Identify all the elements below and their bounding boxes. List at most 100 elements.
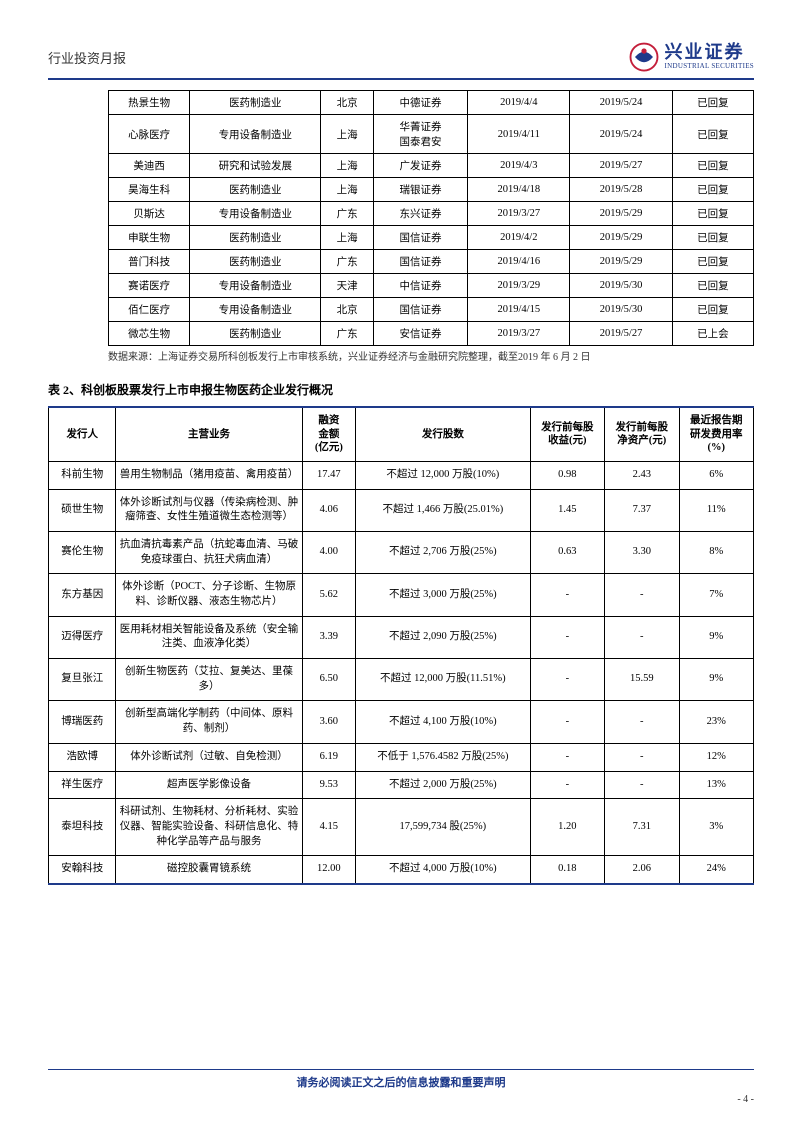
table-cell: 上海 [321, 154, 373, 178]
table-cell: 专用设备制造业 [190, 298, 321, 322]
table-header-cell: 发行人 [49, 407, 116, 461]
table-cell: 0.18 [530, 856, 604, 884]
table-cell: 5.62 [302, 574, 356, 616]
header-title: 行业投资月报 [48, 48, 126, 67]
table-cell: 广东 [321, 322, 373, 346]
table-cell: 已回复 [672, 274, 753, 298]
table-cell: 不超过 12,000 万股(11.51%) [356, 659, 531, 701]
table-cell: 2019/4/11 [468, 115, 570, 154]
table-cell: 博瑞医药 [49, 701, 116, 743]
table-cell: 佰仁医疗 [109, 298, 190, 322]
table-cell: 0.98 [530, 461, 604, 489]
table-cell: 体外诊断试剂与仪器（传染病检测、肿瘤筛查、女性生殖道微生态检测等） [116, 489, 302, 531]
page-footer: 请务必阅读正文之后的信息披露和重要声明 - 4 - [48, 1069, 754, 1105]
table-header-cell: 发行前每股净资产(元) [605, 407, 679, 461]
table-cell: 2019/5/27 [570, 322, 672, 346]
table-cell: 科前生物 [49, 461, 116, 489]
table-cell: 已回复 [672, 226, 753, 250]
table-cell: 心脉医疗 [109, 115, 190, 154]
table-cell: 已回复 [672, 298, 753, 322]
table-cell: 2019/4/4 [468, 91, 570, 115]
table-cell: 2019/5/29 [570, 226, 672, 250]
table-cell: 东方基因 [49, 574, 116, 616]
table-cell: 普门科技 [109, 250, 190, 274]
table-cell: - [530, 659, 604, 701]
table-cell: 2019/4/3 [468, 154, 570, 178]
table-cell: 2019/5/29 [570, 202, 672, 226]
table-1: 热景生物医药制造业北京中德证券2019/4/42019/5/24已回复心脉医疗专… [108, 90, 754, 346]
table-cell: 2019/5/30 [570, 274, 672, 298]
table-cell: 已回复 [672, 178, 753, 202]
table-cell: 北京 [321, 91, 373, 115]
table-cell: 不超过 4,100 万股(10%) [356, 701, 531, 743]
table-cell: 医药制造业 [190, 250, 321, 274]
table-cell: 微芯生物 [109, 322, 190, 346]
company-logo: 兴业证券 INDUSTRIAL SECURITIES [629, 42, 754, 72]
table-cell: 7% [679, 574, 754, 616]
table-cell: 2019/3/27 [468, 202, 570, 226]
table-cell: 3.39 [302, 616, 356, 658]
table-row: 热景生物医药制造业北京中德证券2019/4/42019/5/24已回复 [109, 91, 754, 115]
table-cell: - [605, 616, 679, 658]
table-cell: 4.06 [302, 489, 356, 531]
table-cell: 2019/5/29 [570, 250, 672, 274]
table-row: 赛诺医疗专用设备制造业天津中信证券2019/3/292019/5/30已回复 [109, 274, 754, 298]
table-row: 普门科技医药制造业广东国信证券2019/4/162019/5/29已回复 [109, 250, 754, 274]
table-cell: 泰坦科技 [49, 799, 116, 856]
table-cell: - [530, 616, 604, 658]
source-note: 数据来源：上海证券交易所科创板发行上市审核系统，兴业证券经济与金融研究院整理，截… [108, 350, 754, 365]
table-header-cell: 融资金额(亿元) [302, 407, 356, 461]
table-row: 科前生物兽用生物制品（猪用疫苗、禽用疫苗）17.47不超过 12,000 万股(… [49, 461, 754, 489]
table-cell: 广东 [321, 202, 373, 226]
table-cell: 上海 [321, 178, 373, 202]
table-cell: 3% [679, 799, 754, 856]
table-cell: 不超过 2,706 万股(25%) [356, 531, 531, 573]
table-cell: 不超过 2,090 万股(25%) [356, 616, 531, 658]
table-cell: 6.50 [302, 659, 356, 701]
table-header-cell: 发行股数 [356, 407, 531, 461]
table-cell: 9% [679, 659, 754, 701]
table-row: 祥生医疗超声医学影像设备9.53不超过 2,000 万股(25%)--13% [49, 771, 754, 799]
table-cell: 迈得医疗 [49, 616, 116, 658]
table-row: 硕世生物体外诊断试剂与仪器（传染病检测、肿瘤筛查、女性生殖道微生态检测等）4.0… [49, 489, 754, 531]
table-cell: 不超过 1,466 万股(25.01%) [356, 489, 531, 531]
table-cell: 6.19 [302, 743, 356, 771]
table-cell: 2.43 [605, 461, 679, 489]
table-cell: 东兴证券 [373, 202, 467, 226]
table-cell: - [530, 701, 604, 743]
table-cell: 昊海生科 [109, 178, 190, 202]
table-cell: 安信证券 [373, 322, 467, 346]
table-cell: 已回复 [672, 91, 753, 115]
table-cell: 中德证券 [373, 91, 467, 115]
table-header-cell: 主营业务 [116, 407, 302, 461]
table-cell: - [530, 743, 604, 771]
table-cell: 9.53 [302, 771, 356, 799]
table-row: 心脉医疗专用设备制造业上海华菁证券国泰君安2019/4/112019/5/24已… [109, 115, 754, 154]
page-number: - 4 - [48, 1094, 754, 1105]
table-2: 发行人主营业务融资金额(亿元)发行股数发行前每股收益(元)发行前每股净资产(元)… [48, 406, 754, 885]
table-cell: 已回复 [672, 250, 753, 274]
logo-icon [629, 42, 659, 72]
table-cell: 23% [679, 701, 754, 743]
table-cell: 医药制造业 [190, 91, 321, 115]
table-cell: 不低于 1,576.4582 万股(25%) [356, 743, 531, 771]
table-cell: 7.31 [605, 799, 679, 856]
table-cell: 17.47 [302, 461, 356, 489]
footer-text: 请务必阅读正文之后的信息披露和重要声明 [297, 1077, 506, 1089]
table-cell: 贝斯达 [109, 202, 190, 226]
table-cell: 24% [679, 856, 754, 884]
table-cell: 3.30 [605, 531, 679, 573]
table-cell: 华菁证券国泰君安 [373, 115, 467, 154]
logo-en: INDUSTRIAL SECURITIES [665, 63, 754, 71]
table-cell: 12% [679, 743, 754, 771]
table-cell: 广发证券 [373, 154, 467, 178]
table-row: 东方基因体外诊断（POCT、分子诊断、生物原料、诊断仪器、液态生物芯片）5.62… [49, 574, 754, 616]
table-cell: - [530, 574, 604, 616]
table-cell: 3.60 [302, 701, 356, 743]
table-cell: 13% [679, 771, 754, 799]
table-cell: 瑞银证券 [373, 178, 467, 202]
table-cell: 4.00 [302, 531, 356, 573]
table-cell: 国信证券 [373, 298, 467, 322]
table-cell: 已回复 [672, 115, 753, 154]
table-cell: 2019/5/27 [570, 154, 672, 178]
